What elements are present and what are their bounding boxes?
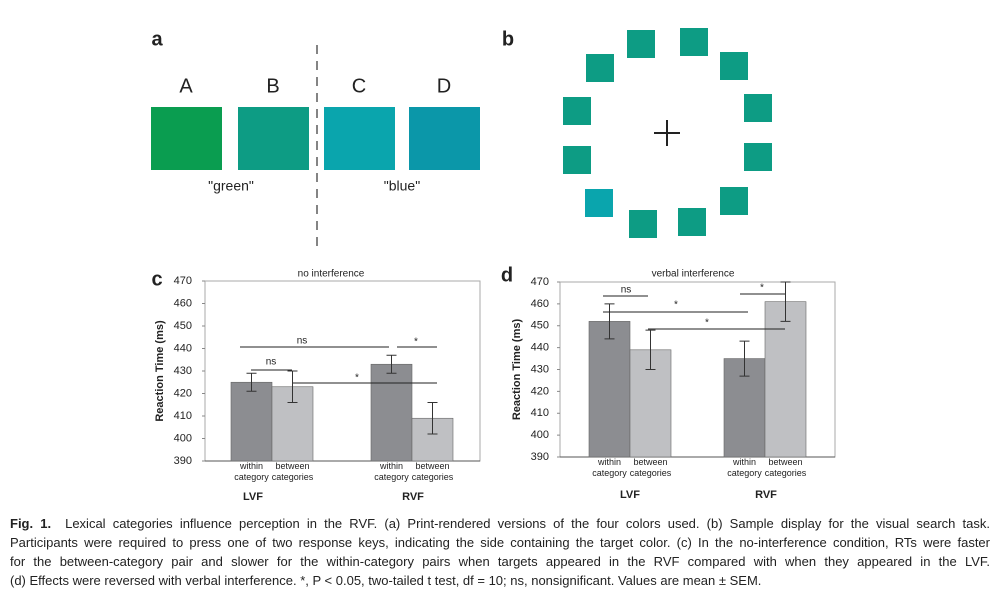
y-tick-label: 460 [174, 297, 192, 309]
significance-label: ns [621, 285, 632, 296]
y-tick-label: 400 [174, 432, 192, 444]
y-axis-label: Reaction Time (ms) [154, 320, 166, 422]
bar [230, 381, 273, 462]
bar-label: within category [592, 457, 627, 478]
color-label: A [179, 75, 193, 97]
y-tick-label: 410 [174, 410, 192, 422]
significance-label: * [355, 373, 359, 384]
chart-title: verbal interference [652, 269, 735, 280]
bar-label: within category [234, 461, 269, 482]
error-bar [780, 281, 791, 322]
error-bar [645, 329, 656, 370]
caption-line: (d) Effects were reversed with verbal in… [10, 573, 762, 588]
y-tick-label: 410 [531, 407, 549, 419]
search-item [627, 30, 655, 58]
y-axis-label: Reaction Time (ms) [511, 319, 523, 421]
bar-label: between categories [272, 461, 314, 482]
y-tick-label: 400 [531, 429, 549, 441]
color-label: C [352, 75, 366, 97]
significance-label: * [760, 283, 764, 294]
y-tick-label: 420 [174, 387, 192, 399]
panel-letter: a [151, 28, 163, 50]
search-item [586, 54, 614, 82]
y-tick-label: 440 [531, 342, 549, 354]
significance-label: ns [297, 336, 308, 347]
bar [764, 301, 807, 458]
y-tick-label: 390 [531, 451, 549, 463]
search-item [563, 97, 591, 125]
significance-label: * [705, 318, 709, 329]
y-tick-label: 390 [174, 455, 192, 467]
error-bar [246, 372, 257, 392]
search-item [629, 210, 657, 238]
y-tick-label: 430 [174, 365, 192, 377]
error-bar [739, 340, 750, 377]
caption-text: Lexical categories influence perception … [65, 516, 990, 531]
significance-label: * [414, 337, 418, 348]
caption-line: Participants were required to press one … [10, 535, 990, 550]
significance-label: * [674, 300, 678, 311]
group-label: "blue" [384, 178, 420, 194]
group-label: "green" [208, 178, 254, 194]
y-tick-label: 470 [174, 275, 192, 287]
search-item [563, 146, 591, 174]
x-group-label: LVF [620, 489, 640, 501]
panel-letter: c [151, 268, 162, 290]
search-item [678, 208, 706, 236]
bar-label: within category [727, 457, 762, 478]
bar-label: between categories [765, 457, 807, 478]
chart-title: no interference [298, 269, 365, 280]
color-label: B [266, 75, 279, 97]
search-item [585, 189, 613, 217]
color-swatch [324, 107, 395, 170]
caption-line: Fig. 1. Lexical categories influence perc… [10, 514, 990, 533]
color-swatch [238, 107, 309, 170]
panel-letter: d [501, 264, 513, 286]
caption-label: Fig. 1. [10, 516, 52, 531]
y-tick-label: 460 [531, 298, 549, 310]
search-item [744, 94, 772, 122]
bar [370, 363, 413, 462]
search-item [720, 187, 748, 215]
x-group-label: RVF [402, 491, 424, 503]
search-item [720, 52, 748, 80]
bar-label: between categories [630, 457, 672, 478]
color-swatch [409, 107, 480, 170]
error-bar [386, 354, 397, 374]
panel-letter: b [502, 28, 514, 50]
error-bar [604, 303, 615, 340]
y-tick-label: 470 [531, 276, 549, 288]
significance-label: ns [266, 357, 277, 368]
color-swatch [151, 107, 222, 170]
error-bar [427, 402, 438, 435]
y-tick-label: 430 [531, 363, 549, 375]
color-label: D [437, 75, 451, 97]
y-tick-label: 420 [531, 385, 549, 397]
caption-line: for the between-category pair and slower… [10, 554, 990, 569]
y-tick-label: 450 [531, 320, 549, 332]
search-item [744, 143, 772, 171]
figure: a A B C D "green" "blue" b c no interference React… [151, 28, 836, 503]
error-bar [287, 370, 298, 403]
x-group-label: RVF [755, 489, 777, 501]
y-tick-label: 450 [174, 320, 192, 332]
x-group-label: LVF [243, 491, 263, 503]
search-item [680, 28, 708, 56]
bar-label: within category [374, 461, 409, 482]
bar-label: between categories [412, 461, 454, 482]
y-tick-label: 440 [174, 342, 192, 354]
bar [588, 321, 631, 458]
